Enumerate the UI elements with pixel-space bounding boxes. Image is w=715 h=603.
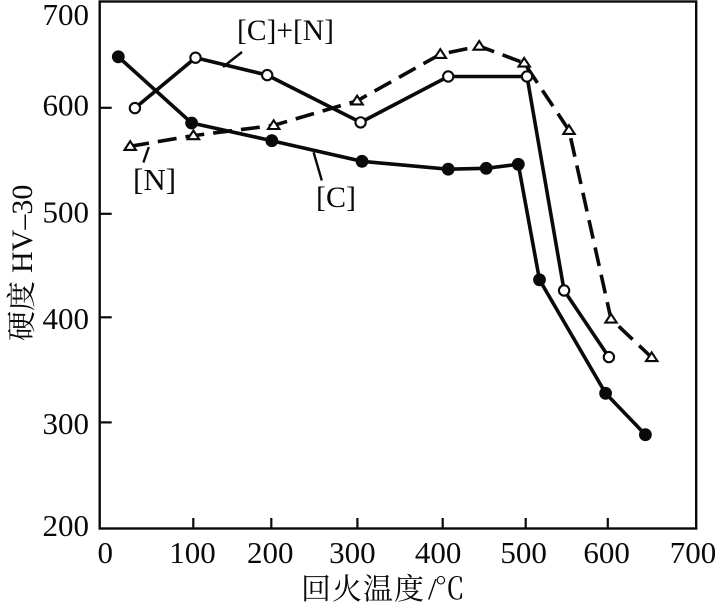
svg-text:700: 700 — [43, 0, 90, 32]
svg-text:500: 500 — [43, 194, 90, 229]
svg-text:100: 100 — [169, 535, 216, 570]
svg-text:[C]+[N]: [C]+[N] — [237, 15, 334, 47]
svg-text:400: 400 — [415, 535, 462, 570]
svg-text:700: 700 — [670, 535, 715, 570]
svg-text:300: 300 — [329, 535, 376, 570]
svg-text:[N]: [N] — [133, 162, 176, 197]
svg-text:600: 600 — [583, 535, 630, 570]
svg-text:[C]: [C] — [316, 181, 356, 214]
svg-text:200: 200 — [247, 535, 294, 570]
svg-text:600: 600 — [43, 87, 90, 122]
svg-text:300: 300 — [43, 406, 90, 441]
svg-text:/: / — [428, 571, 437, 603]
svg-text:HV–30: HV–30 — [6, 185, 39, 273]
svg-text:500: 500 — [500, 535, 547, 570]
svg-text:200: 200 — [43, 508, 90, 543]
svg-text:0: 0 — [98, 535, 114, 570]
svg-text:400: 400 — [43, 301, 90, 336]
